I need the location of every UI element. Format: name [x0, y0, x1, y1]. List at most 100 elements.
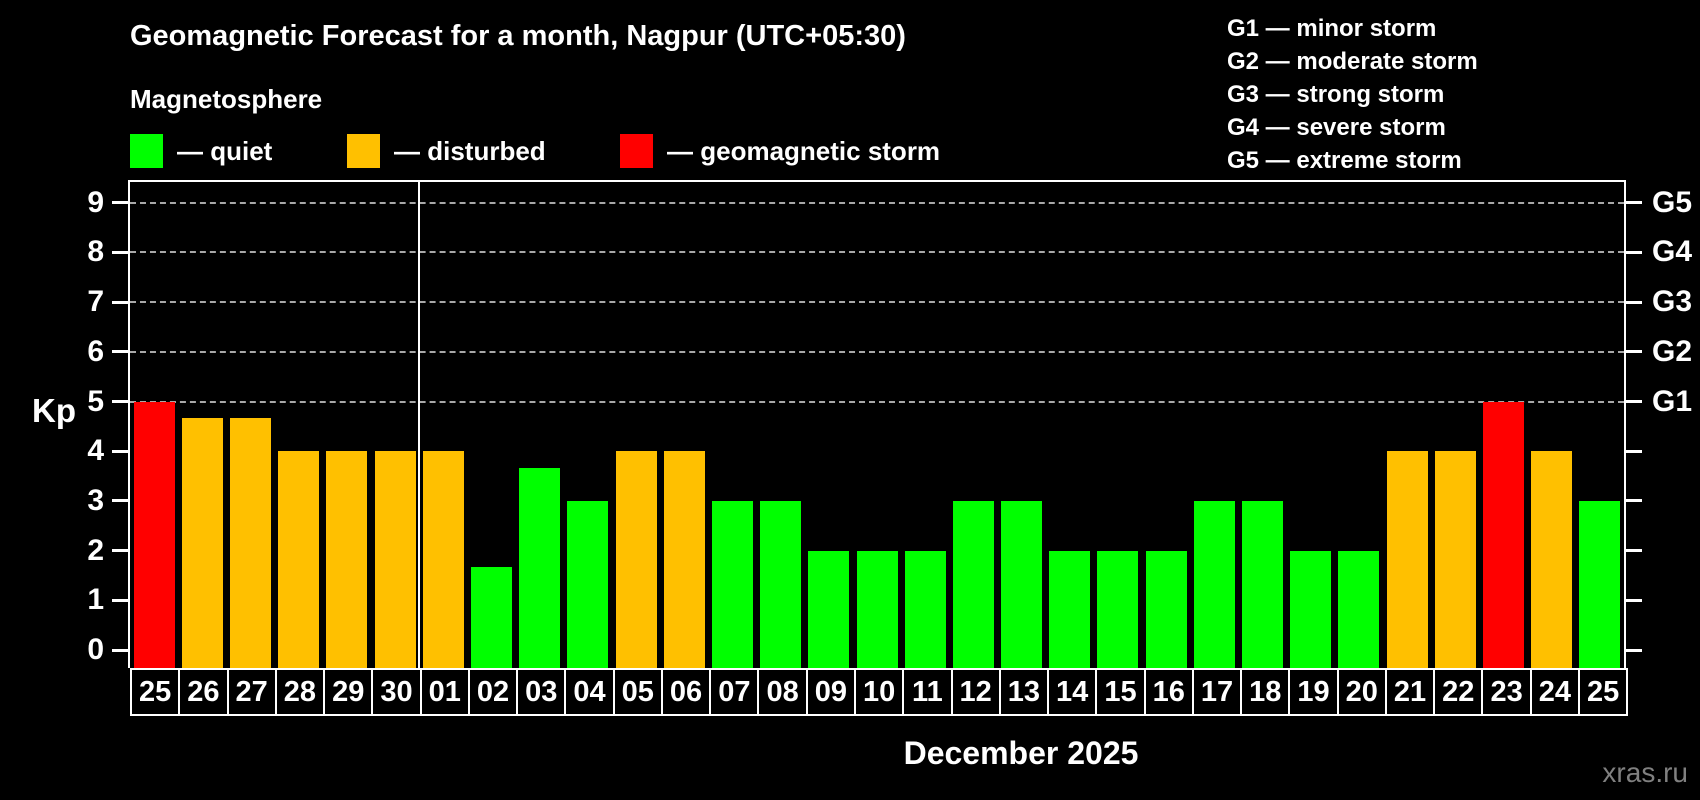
y-tick-label: 1	[87, 583, 104, 617]
day-label-cell: 16	[1143, 668, 1194, 716]
day-label-cell: 07	[709, 668, 760, 716]
right-axis-tick	[1626, 250, 1642, 254]
y-tick-label: 7	[87, 285, 104, 319]
day-label-cell: 26	[178, 668, 229, 716]
y-axis-tick	[112, 549, 128, 553]
kp-bar	[470, 567, 512, 668]
kp-bar	[1193, 500, 1235, 668]
kp-bar	[1483, 401, 1525, 668]
kp-bar	[1049, 550, 1091, 668]
y-tick-label: 8	[87, 235, 104, 269]
kp-bar	[229, 417, 271, 668]
day-label-cell: 22	[1433, 668, 1484, 716]
month-separator	[418, 182, 421, 668]
g-axis-label: G3	[1652, 285, 1693, 319]
day-label-cell: 20	[1336, 668, 1387, 716]
gridline-kp7	[130, 301, 1624, 304]
legend-item-quiet: — quiet	[130, 133, 272, 169]
magnetosphere-legend: — quiet — disturbed — geomagnetic storm	[0, 130, 1700, 172]
y-tick-label: 3	[87, 483, 104, 517]
day-label-cell: 17	[1191, 668, 1243, 716]
y-tick-label: 2	[87, 533, 104, 567]
kp-bar	[1290, 550, 1332, 668]
magnetosphere-label: Magnetosphere	[130, 84, 323, 114]
right-axis-tick	[1626, 598, 1642, 602]
right-axis-tick	[1626, 549, 1642, 553]
kp-bar	[952, 500, 994, 668]
day-label-cell: 01	[419, 668, 470, 716]
kp-bar	[1338, 550, 1380, 668]
kp-bar	[760, 500, 802, 668]
day-label-cell: 15	[1095, 668, 1146, 716]
kp-bar	[181, 417, 223, 668]
day-label-cell: 02	[467, 668, 519, 716]
kp-bar	[808, 550, 850, 668]
kp-bar	[1145, 550, 1187, 668]
kp-bar	[1097, 550, 1139, 668]
kp-bar	[1434, 451, 1476, 668]
y-axis-tick	[112, 300, 128, 304]
kp-bar	[663, 451, 705, 668]
g-axis-label: G2	[1652, 334, 1693, 368]
kp-bar	[326, 451, 368, 668]
g-legend-line: G4 — severe storm	[1227, 114, 1446, 141]
kp-bar	[1242, 500, 1284, 668]
legend-label: — quiet	[177, 135, 273, 166]
legend-label: — disturbed	[394, 135, 546, 166]
day-label-cell: 18	[1240, 668, 1291, 716]
y-tick-label: 0	[87, 633, 104, 666]
y-axis-title: Kp	[32, 392, 76, 429]
kp-bar	[711, 500, 753, 668]
plot-area	[130, 182, 1624, 668]
day-label-cell: 14	[1047, 668, 1098, 716]
right-axis-tick	[1626, 300, 1642, 304]
y-axis-tick	[112, 350, 128, 354]
kp-bar	[133, 401, 175, 668]
gridline-kp8	[130, 251, 1624, 254]
y-axis-tick	[112, 449, 128, 453]
day-label-cell: 30	[371, 668, 422, 716]
g-legend-line: G5 — extreme storm	[1227, 147, 1462, 174]
right-axis-line	[1624, 180, 1626, 668]
legend-swatch-quiet	[130, 134, 163, 168]
kp-bar	[904, 550, 946, 668]
day-label-cell: 23	[1481, 668, 1532, 716]
right-axis-tick	[1626, 350, 1642, 354]
right-axis-tick	[1626, 648, 1642, 652]
gridline-kp5	[130, 400, 1624, 403]
day-label-cell: 27	[226, 668, 277, 716]
day-label-cell: 21	[1384, 668, 1436, 716]
g-axis-label: G4	[1652, 235, 1693, 269]
y-axis-tick	[112, 201, 128, 205]
g-legend-line: G2 — moderate storm	[1227, 48, 1478, 75]
day-label-cell: 25	[1577, 668, 1629, 716]
watermark: xras.ru	[1602, 757, 1688, 788]
y-axis-tick	[112, 400, 128, 403]
kp-bar	[567, 500, 609, 668]
legend-swatch-storm	[620, 134, 653, 168]
x-axis-day-labels: 25 26 27 28 29 30 01 02 03 04 05 06 07 08 09 10 11 12 13 14…	[130, 668, 1629, 716]
kp-bar	[422, 451, 464, 668]
day-label-cell: 19	[1288, 668, 1339, 716]
right-axis-tick	[1626, 400, 1642, 403]
y-tick-label: 9	[87, 185, 104, 219]
legend-item-storm: — geomagnetic storm	[620, 133, 940, 169]
g-legend-line: G3 — strong storm	[1227, 81, 1445, 108]
legend-item-disturbed: — disturbed	[347, 133, 546, 169]
legend-label: — geomagnetic storm	[667, 135, 941, 166]
kp-bar	[1001, 500, 1043, 668]
day-label-cell: 09	[805, 668, 856, 716]
g-scale-legend: G1 — minor storm G2 — moderate storm G3 — …	[1227, 12, 1478, 177]
day-label-cell: 28	[274, 668, 326, 716]
day-label-cell: 29	[323, 668, 374, 716]
y-tick-label: 4	[87, 434, 104, 468]
day-label-cell: 13	[998, 668, 1050, 716]
gridline-kp6	[130, 350, 1624, 353]
day-label-cell: 05	[612, 668, 663, 716]
y-axis-line	[128, 180, 130, 668]
kp-bar	[1579, 500, 1621, 668]
day-label-cell: 12	[950, 668, 1001, 716]
y-axis-tick	[112, 250, 128, 254]
y-axis-tick	[112, 648, 128, 652]
